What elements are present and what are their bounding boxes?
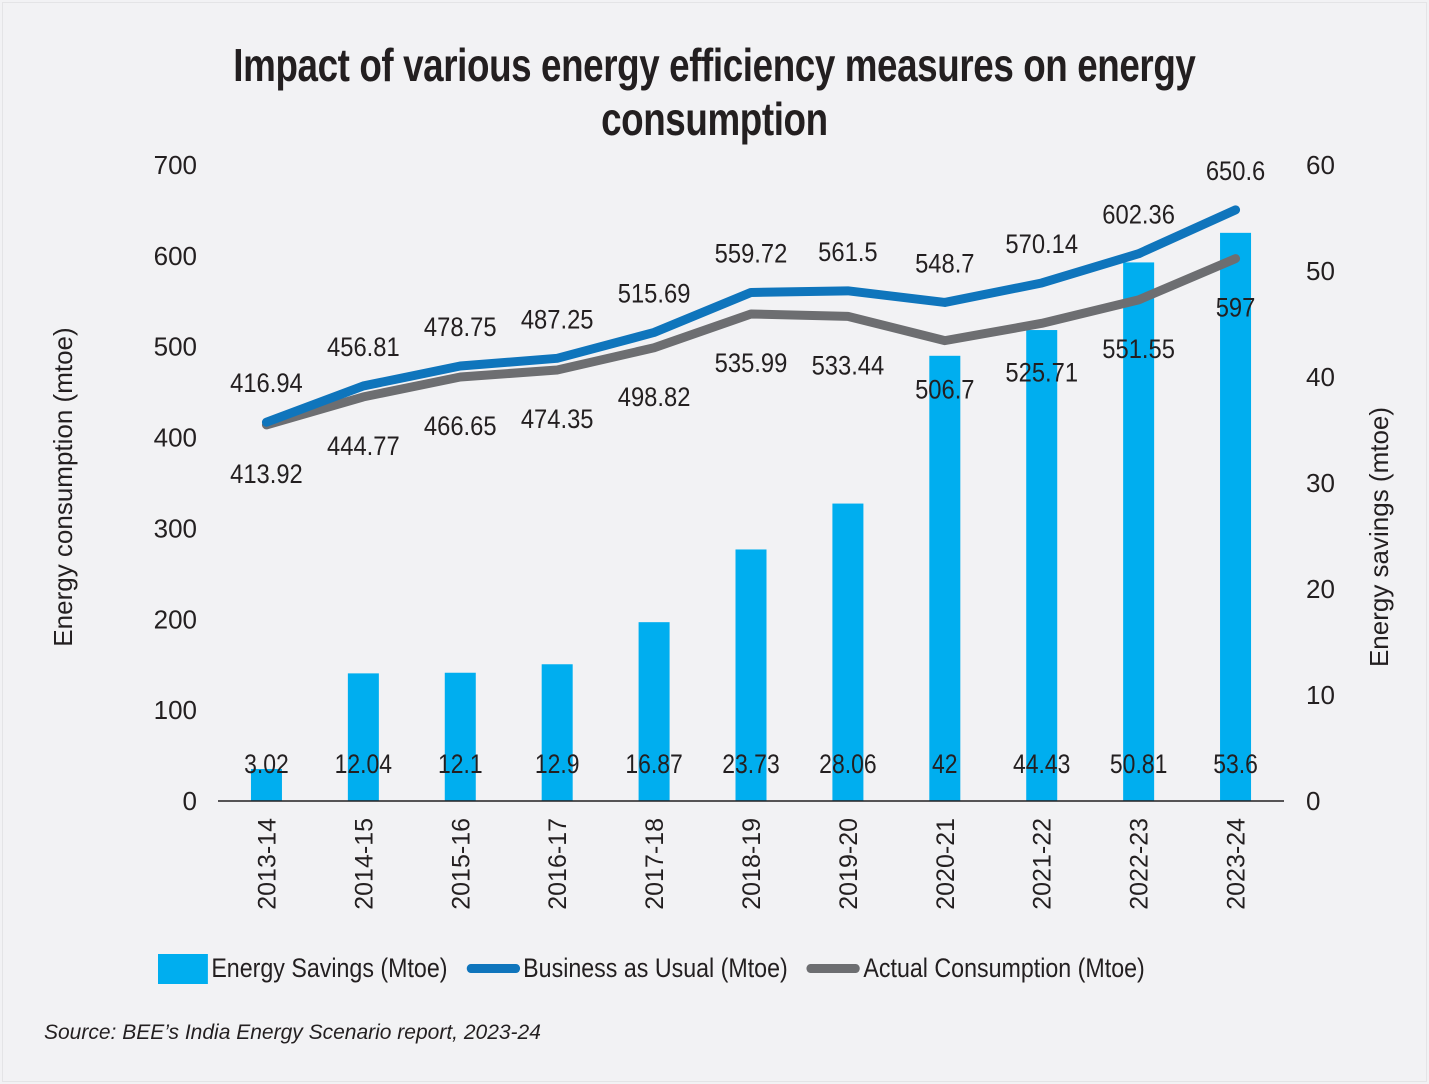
right-axis-tick-label: 50 xyxy=(1306,256,1335,286)
actual-data-label: 498.82 xyxy=(618,382,691,412)
x-axis-tick-label: 2023-24 xyxy=(1223,818,1251,910)
data-labels: 3.02 12.04 12.1 12.9 16.87 23.73 28.06 42 44.43 5… xyxy=(230,157,1265,780)
actual-data-label: 444.77 xyxy=(327,432,400,462)
actual-data-label: 506.7 xyxy=(915,375,974,405)
right-axis-tick-label: 0 xyxy=(1306,786,1320,816)
bar-energy-savings xyxy=(638,622,670,801)
actual-data-label: 535.99 xyxy=(715,349,788,379)
bar-data-label: 12.9 xyxy=(535,749,580,779)
actual-data-label: 597 xyxy=(1216,293,1256,323)
bau-data-label: 561.5 xyxy=(818,237,877,267)
legend: Energy Savings (Mtoe) Business as Usual … xyxy=(158,953,1164,984)
bar-data-label: 28.06 xyxy=(819,749,876,779)
legend-item-energy-savings: Energy Savings (Mtoe) xyxy=(158,953,447,984)
bau-data-label: 515.69 xyxy=(618,279,691,309)
left-axis-tick-label: 100 xyxy=(154,695,197,725)
bar-energy-savings xyxy=(832,503,864,801)
right-axis-ticks: 0 10 20 30 40 50 60 xyxy=(1306,150,1335,816)
actual-data-label: 413.92 xyxy=(230,460,303,490)
bau-data-label: 559.72 xyxy=(715,239,788,269)
bar-energy-savings xyxy=(347,673,379,801)
bar-energy-savings xyxy=(1123,262,1155,801)
line-business-as-usual xyxy=(261,205,1241,427)
bau-data-label: 456.81 xyxy=(327,333,400,363)
x-axis-tick-label: 2022-23 xyxy=(1126,818,1154,910)
actual-data-label: 551.55 xyxy=(1102,335,1175,365)
bar-data-label: 12.1 xyxy=(438,749,483,779)
left-axis-tick-label: 700 xyxy=(154,150,197,180)
bar-energy-savings xyxy=(444,672,476,801)
x-axis-tick-label: 2015-16 xyxy=(447,818,475,910)
bar-data-label: 44.43 xyxy=(1013,749,1070,779)
right-axis-tick-label: 20 xyxy=(1306,574,1335,604)
line-actual-consumption xyxy=(261,254,1241,430)
x-axis-tick-label: 2016-17 xyxy=(544,818,572,910)
bar-energy-savings xyxy=(735,549,767,801)
x-axis-tick-label: 2017-18 xyxy=(641,818,669,910)
bar-data-label: 42 xyxy=(932,749,958,779)
actual-data-label: 466.65 xyxy=(424,412,497,442)
source-note: Source: BEE’s India Energy Scenario repo… xyxy=(44,1021,541,1044)
x-axis-tick-label: 2018-19 xyxy=(738,818,766,910)
x-axis-tick-label: 2019-20 xyxy=(835,818,863,910)
bar-data-label: 53.6 xyxy=(1213,749,1258,779)
right-axis-tick-label: 30 xyxy=(1306,468,1335,498)
bar-energy-savings xyxy=(541,664,573,801)
left-axis-tick-label: 300 xyxy=(154,513,197,543)
x-axis-tick-label: 2021-22 xyxy=(1029,818,1057,910)
left-axis-ticks: 0 100 200 300 400 500 600 700 xyxy=(154,150,197,816)
x-axis-tick-label: 2020-21 xyxy=(932,818,960,910)
legend-swatch-business-as-usual xyxy=(466,964,520,973)
left-axis-tick-label: 0 xyxy=(183,786,197,816)
bau-data-label: 487.25 xyxy=(521,305,594,335)
actual-data-label: 533.44 xyxy=(812,351,885,381)
bar-data-label: 23.73 xyxy=(722,749,779,779)
actual-data-label: 525.71 xyxy=(1005,358,1078,388)
legend-item-actual-consumption: Actual Consumption (Mtoe) xyxy=(806,953,1145,984)
legend-swatch-energy-savings xyxy=(158,953,208,984)
bar-data-label: 16.87 xyxy=(625,749,682,779)
legend-label-business-as-usual: Business as Usual (Mtoe) xyxy=(523,953,788,983)
right-axis-title: Energy savings (mtoe) xyxy=(1364,407,1394,667)
bar-energy-savings xyxy=(1026,330,1058,801)
bau-data-label: 478.75 xyxy=(424,313,497,343)
x-axis-tick-label: 2014-15 xyxy=(350,818,378,910)
bar-data-label: 50.81 xyxy=(1110,749,1167,779)
bar-energy-savings xyxy=(929,355,961,801)
right-axis-tick-label: 10 xyxy=(1306,680,1335,710)
left-axis-tick-label: 200 xyxy=(154,604,197,634)
bar-energy-savings xyxy=(250,768,282,801)
bar-energy-savings xyxy=(1220,232,1252,802)
legend-item-business-as-usual: Business as Usual (Mtoe) xyxy=(466,953,788,984)
bau-data-label: 548.7 xyxy=(915,249,974,279)
bar-data-label: 12.04 xyxy=(335,749,392,779)
bau-data-label: 570.14 xyxy=(1005,230,1078,260)
left-axis-title: Energy consumption (mtoe) xyxy=(48,327,78,646)
legend-label-energy-savings: Energy Savings (Mtoe) xyxy=(211,953,448,983)
actual-data-label: 474.35 xyxy=(521,405,594,435)
right-axis-tick-label: 40 xyxy=(1306,362,1335,392)
lines xyxy=(261,205,1241,430)
x-axis-ticks: 2013-14 2014-15 2015-16 2016-17 2017-18 2018-… xyxy=(253,818,1250,910)
left-axis-tick-label: 400 xyxy=(154,423,197,453)
left-axis-tick-label: 600 xyxy=(154,241,197,271)
bar-data-label: 3.02 xyxy=(244,749,289,779)
right-axis-tick-label: 60 xyxy=(1306,150,1335,180)
bau-data-label: 602.36 xyxy=(1102,200,1175,230)
legend-label-actual-consumption: Actual Consumption (Mtoe) xyxy=(863,953,1145,983)
x-axis-tick-label: 2013-14 xyxy=(253,818,281,910)
legend-swatch-actual-consumption xyxy=(806,964,860,973)
bars-energy-savings xyxy=(250,232,1252,802)
chart-title: Impact of various energy efficiency meas… xyxy=(233,39,1196,145)
bau-data-label: 650.6 xyxy=(1206,157,1265,187)
left-axis-tick-label: 500 xyxy=(154,332,197,362)
bau-data-label: 416.94 xyxy=(230,369,303,399)
